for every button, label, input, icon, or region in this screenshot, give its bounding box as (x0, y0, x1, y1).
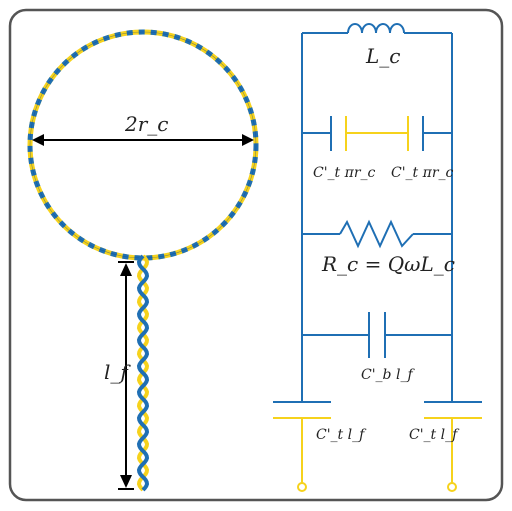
terminal-yellow (273, 417, 482, 492)
right-terminal-label: C'_t l_f (409, 427, 458, 443)
feed-length-arrow (118, 261, 134, 490)
bridge-capacitor-label: C'_b l_f (361, 367, 413, 383)
cap-right-label: C'_t πr_c (391, 165, 454, 181)
diameter-label: 2r_c (125, 112, 169, 136)
inductor-label: L_c (366, 44, 401, 68)
series-capacitor-row (302, 116, 452, 151)
feed-line-twisted-pair (136, 254, 150, 492)
feed-length-label: l_f (104, 360, 128, 384)
cap-left-label: C'_t πr_c (313, 165, 376, 181)
resistor-label: R_c = QωL_c (322, 252, 455, 276)
feed-strand (136, 254, 150, 492)
left-terminal-label: C'_t l_f (316, 427, 365, 443)
equivalent-circuit (273, 23, 482, 492)
inductor (302, 23, 452, 34)
diameter-arrow (32, 134, 254, 146)
bridge-capacitor (302, 312, 452, 358)
resistor (302, 219, 452, 249)
